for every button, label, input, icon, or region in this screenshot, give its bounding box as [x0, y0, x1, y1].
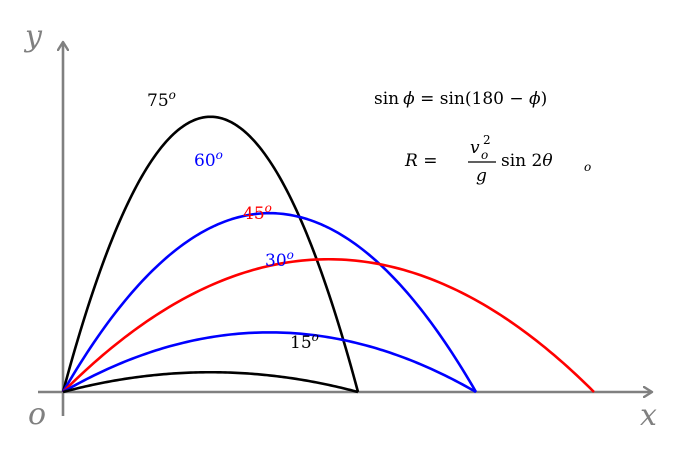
svg-text:o: o — [481, 148, 488, 162]
svg-text:g: g — [476, 166, 487, 186]
svg-text:sin 2θ: sin 2θ — [501, 151, 553, 171]
angle-label-45: 45o — [243, 201, 272, 224]
origin-label: o — [28, 397, 46, 432]
trajectory-75 — [61, 115, 360, 393]
y-axis-label: y — [23, 19, 43, 54]
angle-label-60: 60o — [194, 148, 223, 171]
range-formula: R = v 2 o g sin 2θ o — [404, 133, 591, 186]
trajectory-45 — [62, 257, 595, 393]
trajectory-60 — [61, 211, 478, 393]
angle-label-30: 30o — [265, 248, 294, 271]
trajectory-15 — [62, 370, 359, 394]
svg-text:R =: R = — [404, 151, 437, 171]
svg-text:o: o — [584, 160, 591, 174]
trajectory-30 — [62, 331, 477, 394]
x-axis-label: x — [640, 398, 657, 433]
trajectory-curves — [61, 115, 595, 394]
supplementary-angle-formula: sin ϕ = sin(180 − ϕ) — [374, 89, 547, 109]
angle-label-75: 75o — [147, 88, 176, 111]
angle-label-15: 15o — [290, 330, 319, 353]
svg-text:2: 2 — [483, 133, 491, 147]
svg-text:v: v — [470, 138, 480, 158]
